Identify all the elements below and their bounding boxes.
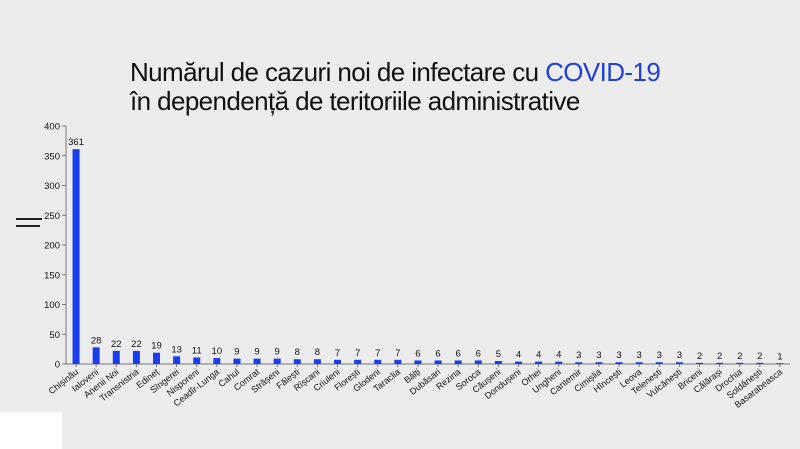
bar [635,362,643,364]
value-label: 3 [576,350,581,361]
y-tick-label: 250 [44,211,60,222]
bar [434,360,442,364]
value-label: 7 [355,348,360,359]
value-label: 7 [395,348,400,359]
value-label: 7 [375,348,380,359]
value-label: 5 [496,349,501,360]
y-tick-label: 400 [44,122,60,133]
y-tick-label: 0 [55,360,60,371]
bar [173,356,181,364]
bar [273,358,281,364]
bar [555,361,563,364]
bar [535,361,543,364]
bar [112,350,120,364]
value-label: 3 [637,350,642,361]
value-label: 3 [677,350,682,361]
value-label: 3 [596,350,601,361]
bar [153,352,160,364]
bar [233,358,241,364]
bar [494,361,502,364]
bar [92,347,100,364]
title-line-1: Numărul de cazuri noi de infectare cu CO… [130,57,661,87]
bar [374,359,382,364]
y-tick-label: 50 [49,330,60,341]
title-accent: COVID-19 [545,57,661,87]
value-label: 2 [757,351,762,362]
value-label: 7 [335,348,340,359]
bar [575,362,583,364]
bar [293,359,301,364]
y-axis-label-mark [16,218,42,232]
value-label: 8 [295,347,300,358]
bar [253,358,261,364]
bar [595,362,603,364]
value-label: 2 [697,351,702,362]
bar [736,362,744,364]
bar [696,362,703,364]
bar [193,357,201,364]
bar [394,359,402,364]
bar [675,362,683,364]
chart-title: Numărul de cazuri noi de infectare cu CO… [130,57,661,116]
value-label: 6 [476,348,481,359]
bar [776,363,784,364]
value-label: 22 [111,339,122,350]
bar [615,362,623,364]
value-label: 28 [91,335,102,346]
bar [655,362,663,364]
bar [132,350,140,364]
value-label: 4 [556,350,561,361]
title-prefix: Numărul de cazuri noi de infectare cu [130,57,546,87]
value-label: 6 [415,348,420,359]
bar [515,361,522,364]
bar [313,359,321,364]
y-tick-label: 200 [44,241,60,252]
value-label: 4 [536,350,541,361]
y-tick-label: 150 [44,270,60,281]
value-label: 13 [171,344,182,355]
value-label: 4 [516,350,521,361]
bar [213,358,221,364]
value-label: 11 [192,345,202,356]
bar [474,360,482,364]
value-label: 22 [131,339,142,350]
value-label: 8 [315,347,320,358]
title-line-2: în dependență de teritoriile administrat… [130,86,580,116]
value-label: 9 [254,347,259,358]
value-label: 2 [717,351,722,362]
bar [334,359,341,364]
y-tick-label: 100 [44,300,60,311]
white-corner-panel [0,412,62,449]
value-label: 3 [616,350,621,361]
value-label: 10 [212,346,223,357]
value-label: 6 [456,348,461,359]
bar [72,149,80,364]
value-label: 3 [657,350,662,361]
bar [414,360,422,364]
y-tick-label: 350 [44,151,60,162]
value-label: 2 [737,351,742,362]
bar [716,362,724,364]
value-label: 19 [151,341,162,352]
bar [454,360,462,364]
bar [354,359,362,364]
y-tick-label: 300 [44,181,60,192]
value-label: 9 [234,347,239,358]
bar [756,362,764,364]
value-label: 6 [435,348,440,359]
value-label: 1 [777,351,782,362]
value-label: 9 [275,347,280,358]
value-label: 361 [68,137,84,148]
